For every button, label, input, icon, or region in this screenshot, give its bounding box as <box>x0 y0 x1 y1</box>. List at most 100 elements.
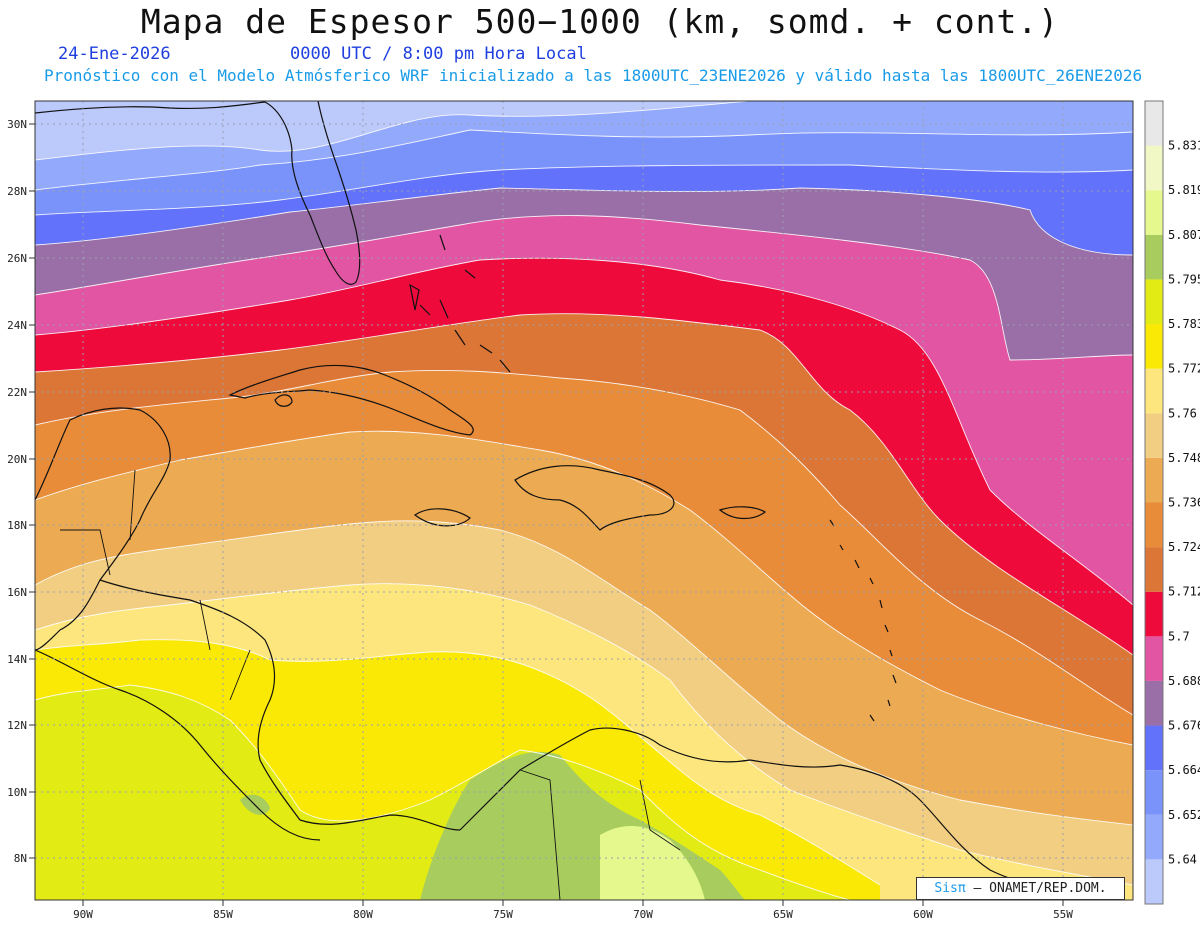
jamaica-coast <box>413 508 471 527</box>
lat-tick: 26N <box>7 252 35 265</box>
colorbar-label: 5.712 <box>1168 585 1200 599</box>
lon-tick: 80W <box>353 900 373 921</box>
colorbar-label: 5.724 <box>1168 540 1200 554</box>
cuba-coast <box>228 364 474 436</box>
lat-label: 20N <box>7 453 27 466</box>
coastlines <box>35 101 1051 900</box>
colorbar-swatch <box>1145 770 1163 815</box>
lon-tick: 90W <box>73 900 93 921</box>
valid-time: 0000 UTC / 8:00 pm Hora Local <box>290 44 587 64</box>
lon-tick: 85W <box>213 900 233 921</box>
lat-label: 24N <box>7 319 27 332</box>
colorbar-swatch <box>1145 279 1163 325</box>
map-title: Mapa de Espesor 500−1000 (km, somd. + co… <box>140 2 1060 41</box>
us-gulf-coast <box>35 101 266 114</box>
credit-text: – ONAMET/REP.DOM. <box>973 881 1107 896</box>
lon-axis: 90W 85W 80W 75W 70W 65W 60W 55W <box>73 900 1073 921</box>
colorbar: 5.64 5.652 5.664 5.676 5.688 5.7 5.712 5.724 5.7… <box>1144 100 1200 905</box>
colorbar-swatch <box>1145 368 1163 414</box>
puerto-rico-coast <box>718 506 767 520</box>
contour-lines <box>35 101 1133 900</box>
colorbar-swatch <box>1145 234 1163 280</box>
colorbar-label: 5.807 <box>1168 228 1200 242</box>
colorbar-swatch <box>1145 636 1163 681</box>
mexico-coast <box>35 407 171 651</box>
colorbar-swatch <box>1145 145 1163 191</box>
lon-label: 80W <box>353 908 373 921</box>
lat-label: 18N <box>7 519 27 532</box>
lon-label: 70W <box>633 908 653 921</box>
colorbar-label: 5.688 <box>1168 674 1200 688</box>
isla-juventud <box>274 394 293 407</box>
florida-coast <box>264 101 361 285</box>
lon-label: 85W <box>213 908 233 921</box>
lat-label: 28N <box>7 185 27 198</box>
colorbar-swatch <box>1145 190 1163 235</box>
forecast-description: Pronóstico con el Modelo Atmósferico WRF… <box>44 66 1143 85</box>
lat-tick: 10N <box>7 786 35 799</box>
colorbar-swatch <box>1145 680 1163 726</box>
colorbar-swatch <box>1145 502 1163 548</box>
lat-label: 12N <box>7 719 27 732</box>
colorbar-label: 5.676 <box>1168 719 1200 733</box>
lat-label: 10N <box>7 786 27 799</box>
lat-label: 30N <box>7 118 27 131</box>
colorbar-label: 5.748 <box>1168 451 1200 465</box>
colorbar-swatch <box>1145 814 1163 860</box>
thickness-shading <box>35 101 1133 900</box>
lat-tick: 28N <box>7 185 35 198</box>
lat-axis: 30N 28N 26N 24N 22N 20N 18N 16N 14N 12N … <box>7 118 35 865</box>
lat-tick: 12N <box>7 719 35 732</box>
colorbar-label: 5.736 <box>1168 496 1200 510</box>
colorbar-swatch <box>1145 725 1163 771</box>
colorbar-label: 5.772 <box>1168 362 1200 376</box>
lon-label: 65W <box>773 908 793 921</box>
credit-box: Sisπ – ONAMET/REP.DOM. <box>916 877 1125 900</box>
lon-label: 60W <box>913 908 933 921</box>
lon-tick: 55W <box>1053 900 1073 921</box>
colorbar-label: 5.795 <box>1168 272 1200 286</box>
colorbar-label: 5.64 <box>1168 852 1197 866</box>
central-america-coast <box>99 579 461 831</box>
sispi-logo: Sisπ <box>934 881 966 896</box>
lat-tick: 16N <box>7 586 35 599</box>
lesser-antilles <box>829 519 897 722</box>
lon-label: 90W <box>73 908 93 921</box>
lon-label: 75W <box>493 908 513 921</box>
colorbar-swatch <box>1145 324 1163 369</box>
colorbar-label: 5.76 <box>1168 406 1197 420</box>
lat-tick: 30N <box>7 118 35 131</box>
lat-tick: 8N <box>14 852 35 865</box>
colorbar-swatch <box>1145 413 1163 458</box>
hispaniola-coast <box>514 465 675 531</box>
lat-tick: 18N <box>7 519 35 532</box>
lat-tick: 20N <box>7 453 35 466</box>
band-5819 <box>600 825 705 900</box>
lon-tick: 75W <box>493 900 513 921</box>
colorbar-swatch <box>1145 547 1163 592</box>
colorbar-frame <box>1144 100 1164 905</box>
colorbar-label: 5.831 <box>1168 139 1200 153</box>
lat-label: 22N <box>7 386 27 399</box>
south-america-coast <box>459 727 1051 886</box>
lat-tick: 24N <box>7 319 35 332</box>
colorbar-label: 5.783 <box>1168 317 1200 331</box>
valid-date: 24-Ene-2026 <box>58 44 171 64</box>
lat-tick: 22N <box>7 386 35 399</box>
lat-label: 26N <box>7 252 27 265</box>
map-frame <box>34 100 1134 901</box>
colorbar-swatch <box>1145 859 1163 904</box>
colorbar-label: 5.652 <box>1168 808 1200 822</box>
colorbar-label: 5.664 <box>1168 763 1200 777</box>
lat-label: 16N <box>7 586 27 599</box>
colorbar-swatch <box>1145 457 1163 503</box>
lat-label: 14N <box>7 653 27 666</box>
lon-label: 55W <box>1053 908 1073 921</box>
lon-tick: 60W <box>913 900 933 921</box>
lon-tick: 70W <box>633 900 653 921</box>
colorbar-swatch <box>1145 101 1163 146</box>
lat-tick: 14N <box>7 653 35 666</box>
graticule <box>35 101 1133 900</box>
lat-label: 8N <box>14 852 27 865</box>
